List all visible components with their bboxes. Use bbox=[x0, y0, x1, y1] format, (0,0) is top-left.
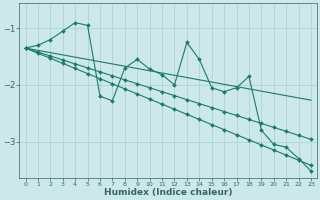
X-axis label: Humidex (Indice chaleur): Humidex (Indice chaleur) bbox=[104, 188, 233, 197]
